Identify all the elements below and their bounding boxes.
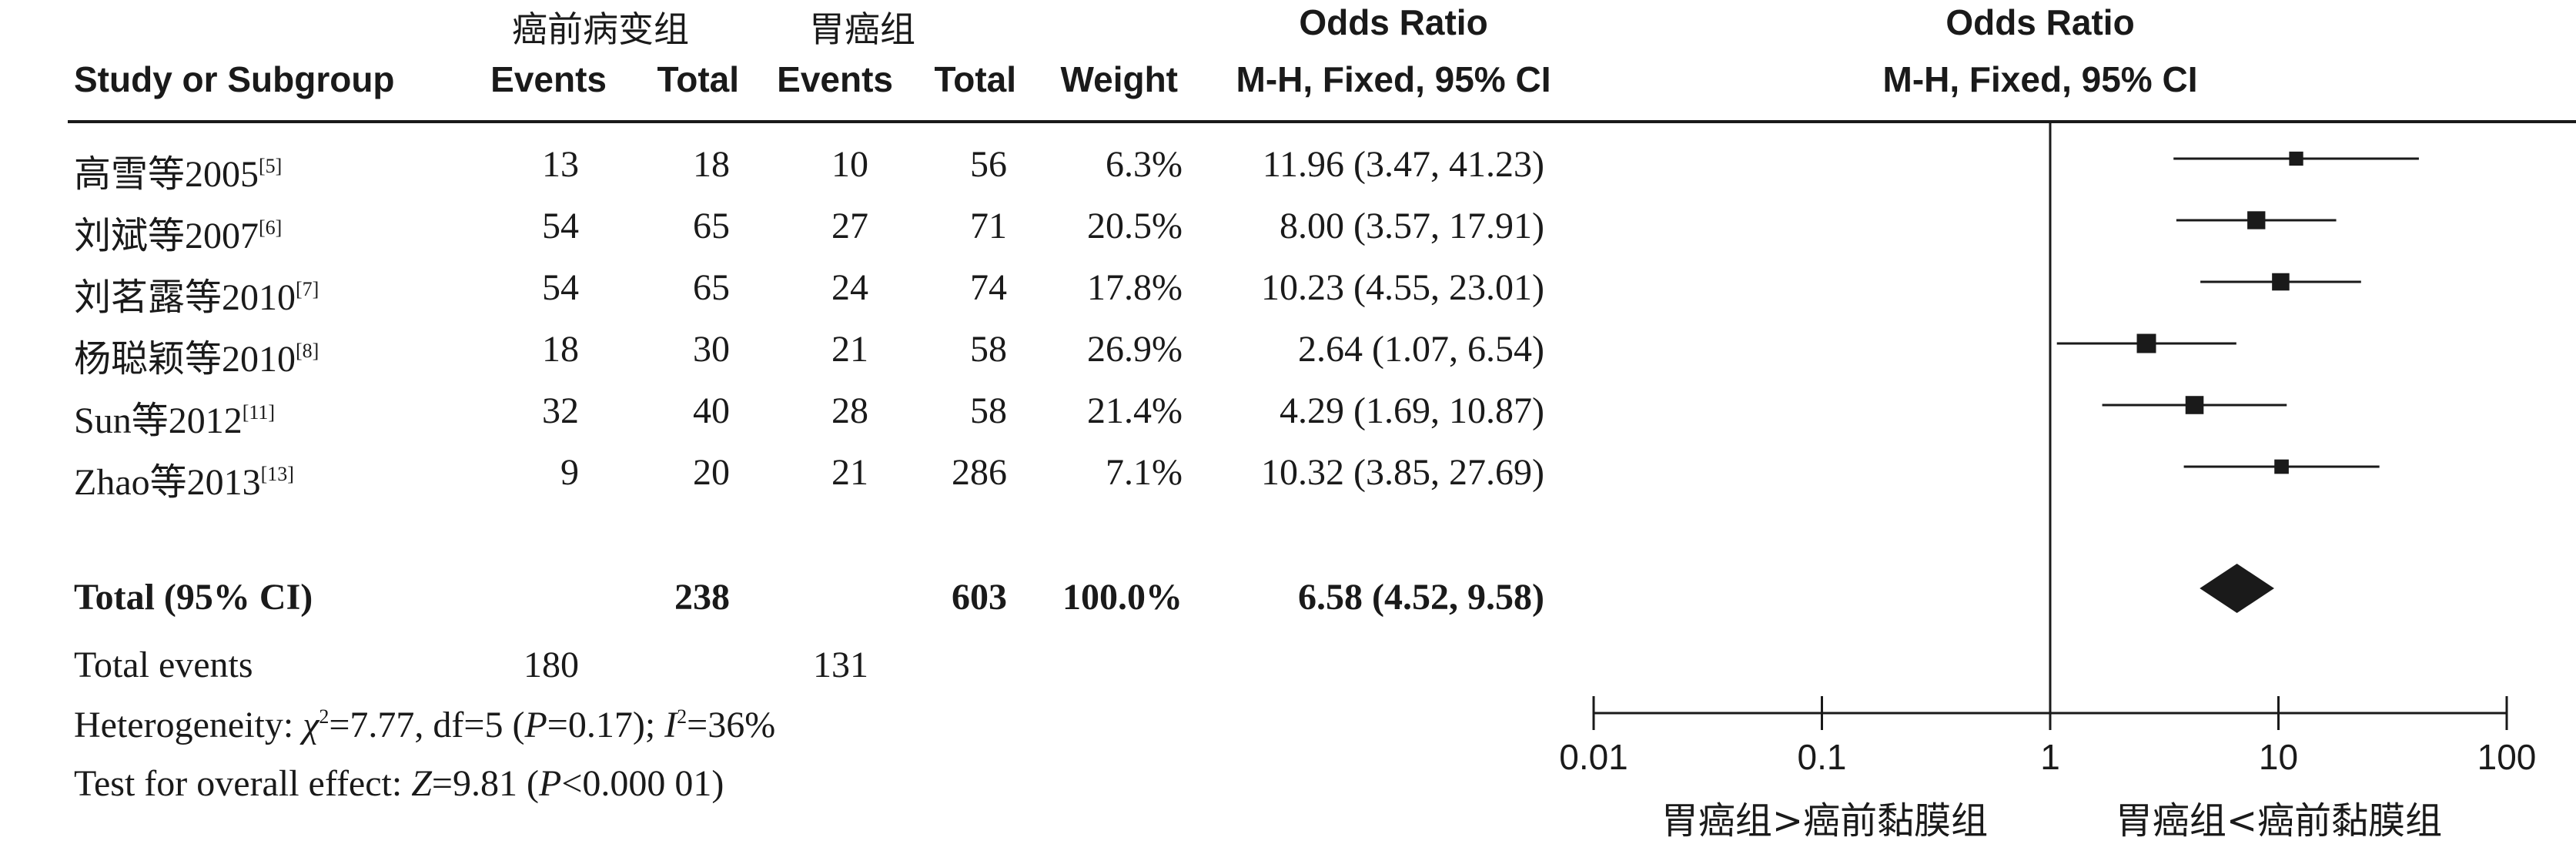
weight: 6.3% <box>1106 144 1183 185</box>
study-name: 刘茗露等2010[7] <box>74 277 319 318</box>
group2-header: 胃癌组 <box>809 8 915 50</box>
total-t2: 603 <box>952 577 1007 618</box>
weight: 7.1% <box>1106 452 1183 493</box>
plot-title: Odds Ratio <box>1945 2 2135 42</box>
total-ci: 6.58 (4.52, 9.58) <box>1298 577 1544 618</box>
study-name: 高雪等2005[5] <box>74 154 283 195</box>
total-2: 56 <box>970 144 1007 185</box>
events-1: 9 <box>560 452 579 493</box>
group1-header: 癌前病变组 <box>512 8 689 50</box>
or-ci: 11.96 (3.47, 41.23) <box>1262 144 1544 185</box>
or-square <box>2274 459 2289 474</box>
total-2: 71 <box>970 206 1007 246</box>
study-header: Study or Subgroup <box>74 59 395 99</box>
events-2: 27 <box>831 206 868 246</box>
total-events-e2: 131 <box>813 645 868 685</box>
total-t1: 238 <box>674 577 730 618</box>
total-2: 58 <box>970 390 1007 431</box>
total-2: 74 <box>970 267 1007 308</box>
or-ci: 10.32 (3.85, 27.69) <box>1261 452 1544 493</box>
or-square <box>2247 211 2266 229</box>
events-1: 32 <box>542 390 579 431</box>
or-ci: 8.00 (3.57, 17.91) <box>1280 206 1544 246</box>
total-1: 40 <box>693 390 730 431</box>
total-events-label: Total events <box>74 645 253 685</box>
or-square <box>2185 396 2204 414</box>
events-2: 28 <box>831 390 868 431</box>
or-square <box>2272 273 2290 291</box>
study-name: 杨聪颖等2010[8] <box>74 339 319 380</box>
events-1: 18 <box>542 329 579 370</box>
or-square <box>2136 333 2156 353</box>
study-name: Zhao等2013[13] <box>74 462 294 503</box>
or-ci: 4.29 (1.69, 10.87) <box>1280 390 1544 431</box>
tick-label: 100 <box>2477 737 2537 777</box>
total-events-e1: 180 <box>524 645 579 685</box>
weight-header: Weight <box>1060 59 1178 99</box>
or-ci: 2.64 (1.07, 6.54) <box>1298 329 1544 370</box>
total-1: 18 <box>693 144 730 185</box>
weight: 26.9% <box>1087 329 1183 370</box>
tick-label: 10 <box>2258 737 2299 777</box>
total-1: 65 <box>693 206 730 246</box>
total1-header: Total <box>657 59 739 99</box>
events-2: 24 <box>831 267 868 308</box>
events-2: 21 <box>831 452 868 493</box>
weight: 20.5% <box>1087 206 1183 246</box>
events-2: 10 <box>831 144 868 185</box>
plot-method-header: M-H, Fixed, 95% CI <box>1882 59 2198 99</box>
right-direction-label: 胃癌组<癌前黏膜组 <box>2115 799 2443 842</box>
study-name: 刘斌等2007[6] <box>74 216 283 256</box>
tick-label: 1 <box>2040 737 2060 777</box>
events-1: 13 <box>542 144 579 185</box>
total-1: 20 <box>693 452 730 493</box>
weight: 17.8% <box>1087 267 1183 308</box>
total-1: 30 <box>693 329 730 370</box>
or-ci: 10.23 (4.55, 23.01) <box>1261 267 1544 308</box>
total-1: 65 <box>693 267 730 308</box>
events2-header: Events <box>777 59 893 99</box>
study-name: Sun等2012[11] <box>74 400 276 441</box>
events1-header: Events <box>490 59 607 99</box>
total-label: Total (95% CI) <box>74 577 313 618</box>
header-rule <box>68 120 2576 123</box>
events-1: 54 <box>542 267 579 308</box>
total-2: 286 <box>952 452 1007 493</box>
total-weight: 100.0% <box>1062 577 1183 618</box>
heterogeneity-text: Heterogeneity: χ2=7.77, df=5 (P=0.17); I… <box>74 705 776 745</box>
or-title: Odds Ratio <box>1299 2 1488 42</box>
or-method-header: M-H, Fixed, 95% CI <box>1236 59 1551 99</box>
tick-label: 0.1 <box>1797 737 1847 777</box>
left-direction-label: 胃癌组>癌前黏膜组 <box>1661 799 1989 842</box>
overall-effect-text: Test for overall effect: Z=9.81 (P<0.000… <box>74 763 724 804</box>
or-square <box>2289 151 2303 166</box>
events-1: 54 <box>542 206 579 246</box>
tick-label: 0.01 <box>1559 737 1628 777</box>
total-2: 58 <box>970 329 1007 370</box>
events-2: 21 <box>831 329 868 370</box>
pooled-diamond <box>2200 564 2274 613</box>
total2-header: Total <box>934 59 1016 99</box>
weight: 21.4% <box>1087 390 1183 431</box>
